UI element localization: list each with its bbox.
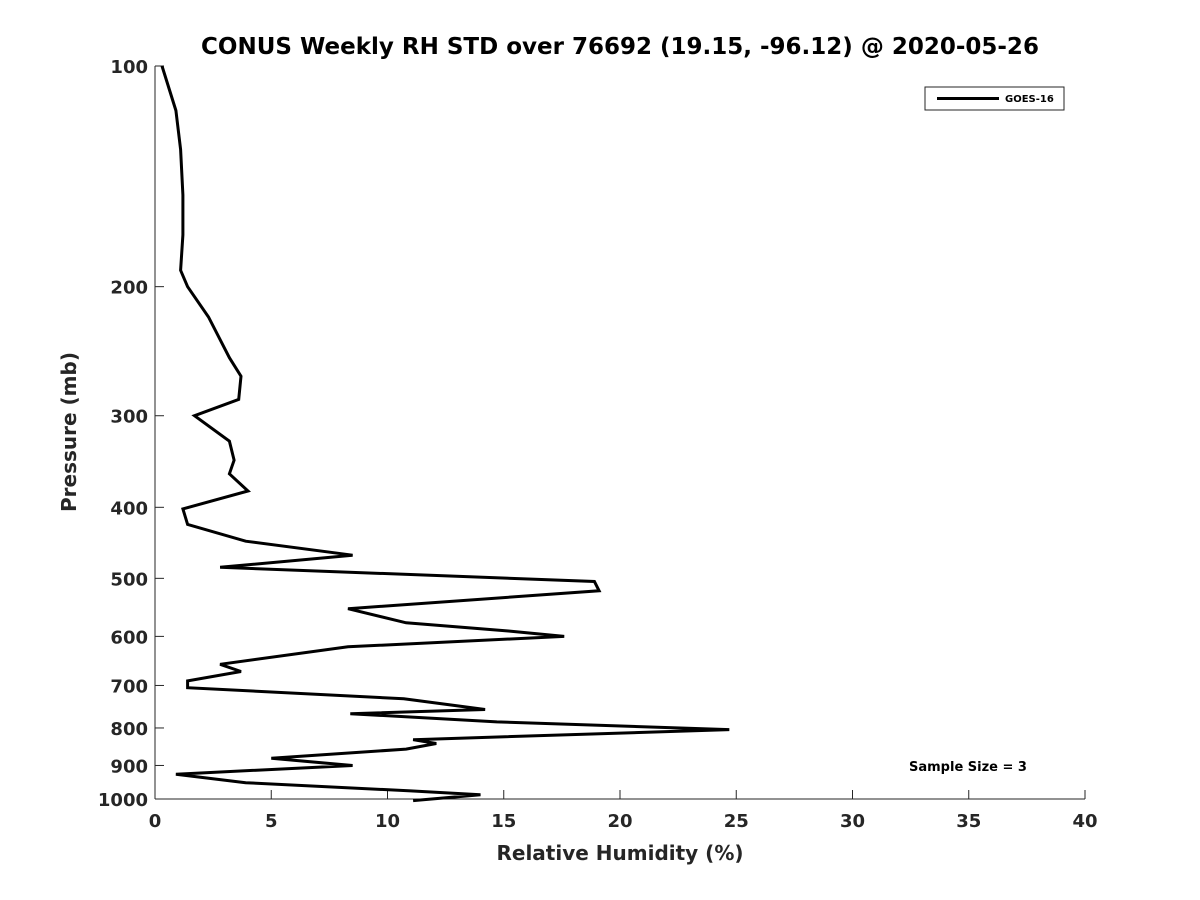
y-tick-label: 600 <box>110 627 148 648</box>
y-tick-label: 200 <box>110 278 148 299</box>
x-tick-label: 25 <box>724 811 749 832</box>
x-axis-ticks: 0 5 10 15 20 25 30 35 40 <box>149 790 1098 832</box>
x-tick-label: 35 <box>956 811 981 832</box>
legend: GOES-16 <box>924 86 1065 111</box>
x-tick-label: 5 <box>265 811 278 832</box>
y-tick-label: 800 <box>110 719 148 740</box>
y-tick-label: 700 <box>110 676 148 697</box>
x-axis-label: Relative Humidity (%) <box>496 841 743 865</box>
y-tick-label: 500 <box>110 569 148 590</box>
sample-size-annotation: Sample Size = 3 <box>909 760 1027 775</box>
x-tick-label: 30 <box>840 811 865 832</box>
x-tick-label: 15 <box>491 811 516 832</box>
y-axis-ticks: 100 200 300 400 500 600 700 800 900 1000 <box>98 57 164 811</box>
x-tick-label: 40 <box>1072 811 1097 832</box>
plot-area <box>155 66 1085 799</box>
x-tick-label: 10 <box>375 811 400 832</box>
y-axis-label: Pressure (mb) <box>57 352 81 512</box>
x-tick-label: 20 <box>607 811 632 832</box>
y-tick-label: 400 <box>110 498 148 519</box>
y-tick-label: 100 <box>110 57 148 78</box>
legend-label: GOES-16 <box>1005 94 1054 105</box>
y-tick-label: 300 <box>110 407 148 428</box>
y-tick-label: 1000 <box>98 790 148 811</box>
chart-title: CONUS Weekly RH STD over 76692 (19.15, -… <box>201 34 1039 60</box>
x-tick-label: 0 <box>149 811 162 832</box>
series-layer <box>160 65 730 803</box>
series-line <box>160 65 730 803</box>
y-tick-label: 900 <box>110 756 148 777</box>
